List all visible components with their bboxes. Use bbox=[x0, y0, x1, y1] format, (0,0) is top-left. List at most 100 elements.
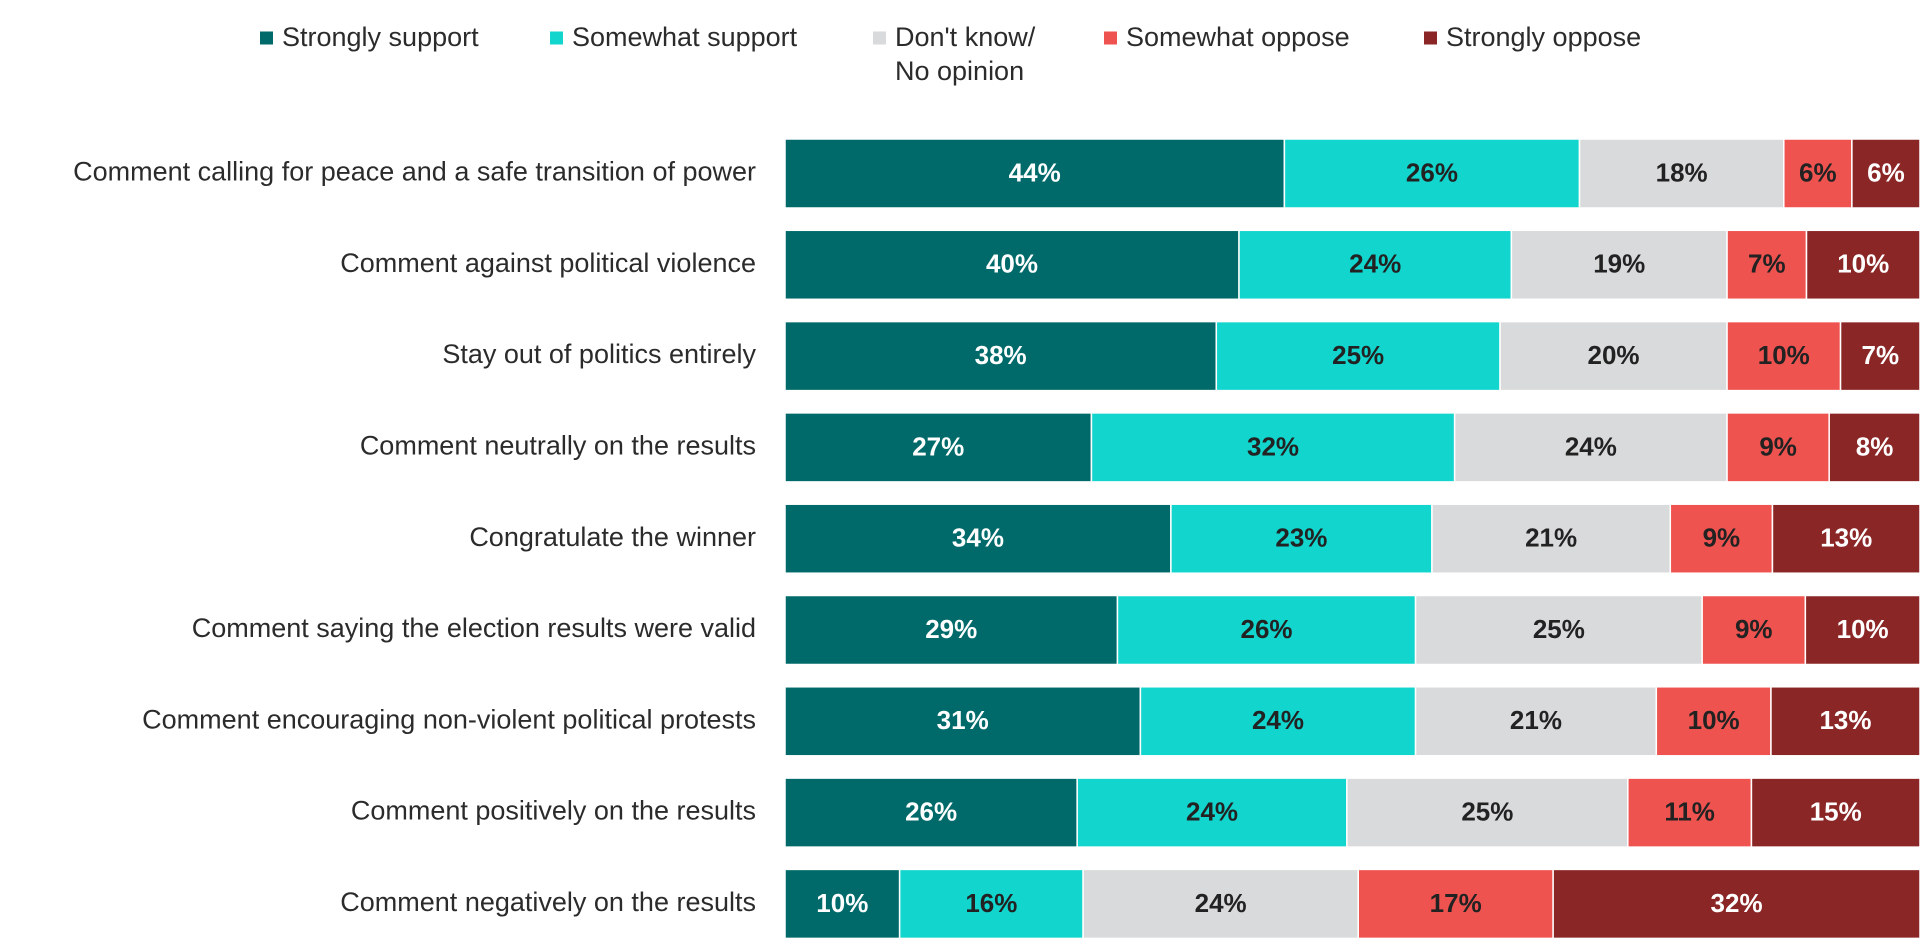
data-label: 13% bbox=[1820, 523, 1872, 553]
legend-label: Don't know/ bbox=[895, 22, 1036, 52]
data-label: 15% bbox=[1810, 796, 1862, 826]
data-label: 38% bbox=[975, 340, 1027, 370]
bar-row-stay-out-of-politics-entirely: 38% 25% 20% 10% 7% bbox=[784, 320, 1920, 392]
legend-swatch bbox=[1104, 31, 1117, 45]
data-label: 10% bbox=[1837, 614, 1889, 644]
data-label: 18% bbox=[1656, 157, 1708, 187]
bar-segment-strongly-oppose bbox=[1804, 594, 1920, 666]
bar-segment-somewhat-oppose bbox=[1627, 777, 1753, 848]
data-label: 40% bbox=[986, 249, 1038, 279]
legend-swatch bbox=[1424, 31, 1437, 45]
data-label: 9% bbox=[1735, 614, 1773, 644]
data-label: 9% bbox=[1703, 523, 1741, 553]
data-label: 24% bbox=[1565, 431, 1617, 461]
data-label: 29% bbox=[925, 614, 977, 644]
data-label: 16% bbox=[965, 888, 1017, 918]
bar-row-comment-negatively-on-the-results: 10% 16% 24% 17% 32% bbox=[784, 868, 1920, 940]
legend-item-strongly-oppose: Strongly oppose bbox=[1424, 22, 1641, 52]
data-label: 31% bbox=[937, 705, 989, 735]
bar-segment-somewhat-support bbox=[1090, 412, 1456, 483]
data-label: 24% bbox=[1186, 796, 1238, 826]
bar-segment-somewhat-support bbox=[898, 868, 1084, 940]
bar-segment-don-t-know-no-opinion bbox=[1082, 868, 1359, 940]
bar-segment-don-t-know-no-opinion bbox=[1453, 412, 1728, 483]
bar-segment-strongly-oppose bbox=[1771, 503, 1920, 574]
bar-segment-somewhat-support bbox=[1116, 594, 1417, 666]
bar-segment-strongly-oppose bbox=[1839, 320, 1920, 392]
legend-swatch bbox=[550, 31, 563, 45]
data-label: 6% bbox=[1799, 157, 1837, 187]
bar-segment-somewhat-support bbox=[1139, 686, 1417, 757]
legend: Strongly support Somewhat support Don't kn… bbox=[260, 22, 1641, 86]
data-label: 21% bbox=[1525, 523, 1577, 553]
bar-segment-don-t-know-no-opinion bbox=[1499, 320, 1728, 392]
data-label: 8% bbox=[1856, 431, 1894, 461]
bar-segment-strongly-oppose bbox=[1552, 868, 1920, 940]
data-label: 23% bbox=[1275, 523, 1327, 553]
bar-segment-somewhat-oppose bbox=[1357, 868, 1554, 940]
data-label: 25% bbox=[1533, 614, 1585, 644]
legend-item-somewhat-support: Somewhat support bbox=[550, 22, 798, 52]
row-label: Comment calling for peace and a safe tra… bbox=[73, 157, 756, 187]
data-label: 44% bbox=[1009, 157, 1061, 187]
bar-segment-strongly-oppose bbox=[1828, 412, 1920, 483]
row-label: Comment against political violence bbox=[340, 248, 756, 278]
data-label: 6% bbox=[1867, 157, 1905, 187]
bar-segment-somewhat-support bbox=[1283, 138, 1581, 209]
data-label: 7% bbox=[1861, 340, 1899, 370]
row-label: Comment negatively on the results bbox=[340, 887, 756, 917]
bar-segment-somewhat-oppose bbox=[1726, 412, 1830, 483]
legend-item-somewhat-oppose: Somewhat oppose bbox=[1104, 22, 1350, 52]
legend-label: Strongly support bbox=[282, 22, 479, 52]
bar-segment-don-t-know-no-opinion bbox=[1578, 138, 1785, 209]
data-label: 24% bbox=[1252, 705, 1304, 735]
legend-label: Somewhat support bbox=[572, 22, 798, 52]
data-label: 20% bbox=[1588, 340, 1640, 370]
data-label: 32% bbox=[1711, 888, 1763, 918]
bar-row-comment-positively-on-the-results: 26% 24% 25% 11% 15% bbox=[784, 777, 1920, 848]
row-label: Stay out of politics entirely bbox=[442, 339, 756, 369]
data-label: 9% bbox=[1759, 431, 1797, 461]
bar-segment-somewhat-support bbox=[1076, 777, 1348, 848]
data-label: 19% bbox=[1593, 249, 1645, 279]
data-label: 24% bbox=[1195, 888, 1247, 918]
legend-label: Strongly oppose bbox=[1446, 22, 1641, 52]
bar-segment-strongly-support bbox=[784, 777, 1078, 848]
bar-segment-don-t-know-no-opinion bbox=[1414, 686, 1658, 757]
data-label: 10% bbox=[1758, 340, 1810, 370]
data-label: 27% bbox=[912, 431, 964, 461]
data-label: 10% bbox=[816, 888, 868, 918]
bar-segment-strongly-support bbox=[784, 412, 1093, 483]
data-label: 21% bbox=[1510, 705, 1562, 735]
bar-segment-strongly-support bbox=[784, 503, 1172, 574]
data-label: 10% bbox=[1688, 705, 1740, 735]
row-label: Comment positively on the results bbox=[351, 796, 756, 826]
legend-item-strongly-support: Strongly support bbox=[260, 22, 479, 52]
data-label: 11% bbox=[1664, 796, 1715, 826]
legend-swatch bbox=[873, 31, 886, 45]
data-label: 26% bbox=[1406, 157, 1458, 187]
data-label: 25% bbox=[1332, 340, 1384, 370]
bar-segment-somewhat-oppose bbox=[1701, 594, 1807, 666]
bars: 44% 26% 18% 6% 6% 40% 24% 19% 7% 10% 38% 25% 20% 10% 7… bbox=[784, 138, 1920, 940]
legend-item-don-t-know-no-opinion: Don't know/No opinion bbox=[873, 22, 1036, 86]
legend-label: No opinion bbox=[895, 56, 1024, 86]
data-label: 34% bbox=[952, 523, 1004, 553]
row-label: Comment encouraging non-violent politica… bbox=[142, 704, 756, 734]
row-label: Comment saying the election results were… bbox=[192, 613, 756, 643]
data-label: 7% bbox=[1748, 249, 1786, 279]
bar-segment-strongly-support bbox=[784, 868, 901, 940]
data-label: 13% bbox=[1819, 705, 1871, 735]
data-label: 32% bbox=[1247, 431, 1299, 461]
data-label: 26% bbox=[905, 796, 957, 826]
bar-row-comment-neutrally-on-the-results: 27% 32% 24% 9% 8% bbox=[784, 412, 1920, 483]
data-label: 25% bbox=[1461, 796, 1513, 826]
row-labels: Comment calling for peace and a safe tra… bbox=[73, 157, 756, 917]
bar-segment-strongly-oppose bbox=[1805, 229, 1920, 301]
bar-segment-don-t-know-no-opinion bbox=[1346, 777, 1629, 848]
data-label: 24% bbox=[1349, 249, 1401, 279]
bar-segment-strongly-oppose bbox=[1851, 138, 1920, 209]
bar-row-comment-encouraging-non-violent-political-protests: 31% 24% 21% 10% 13% bbox=[784, 686, 1920, 757]
